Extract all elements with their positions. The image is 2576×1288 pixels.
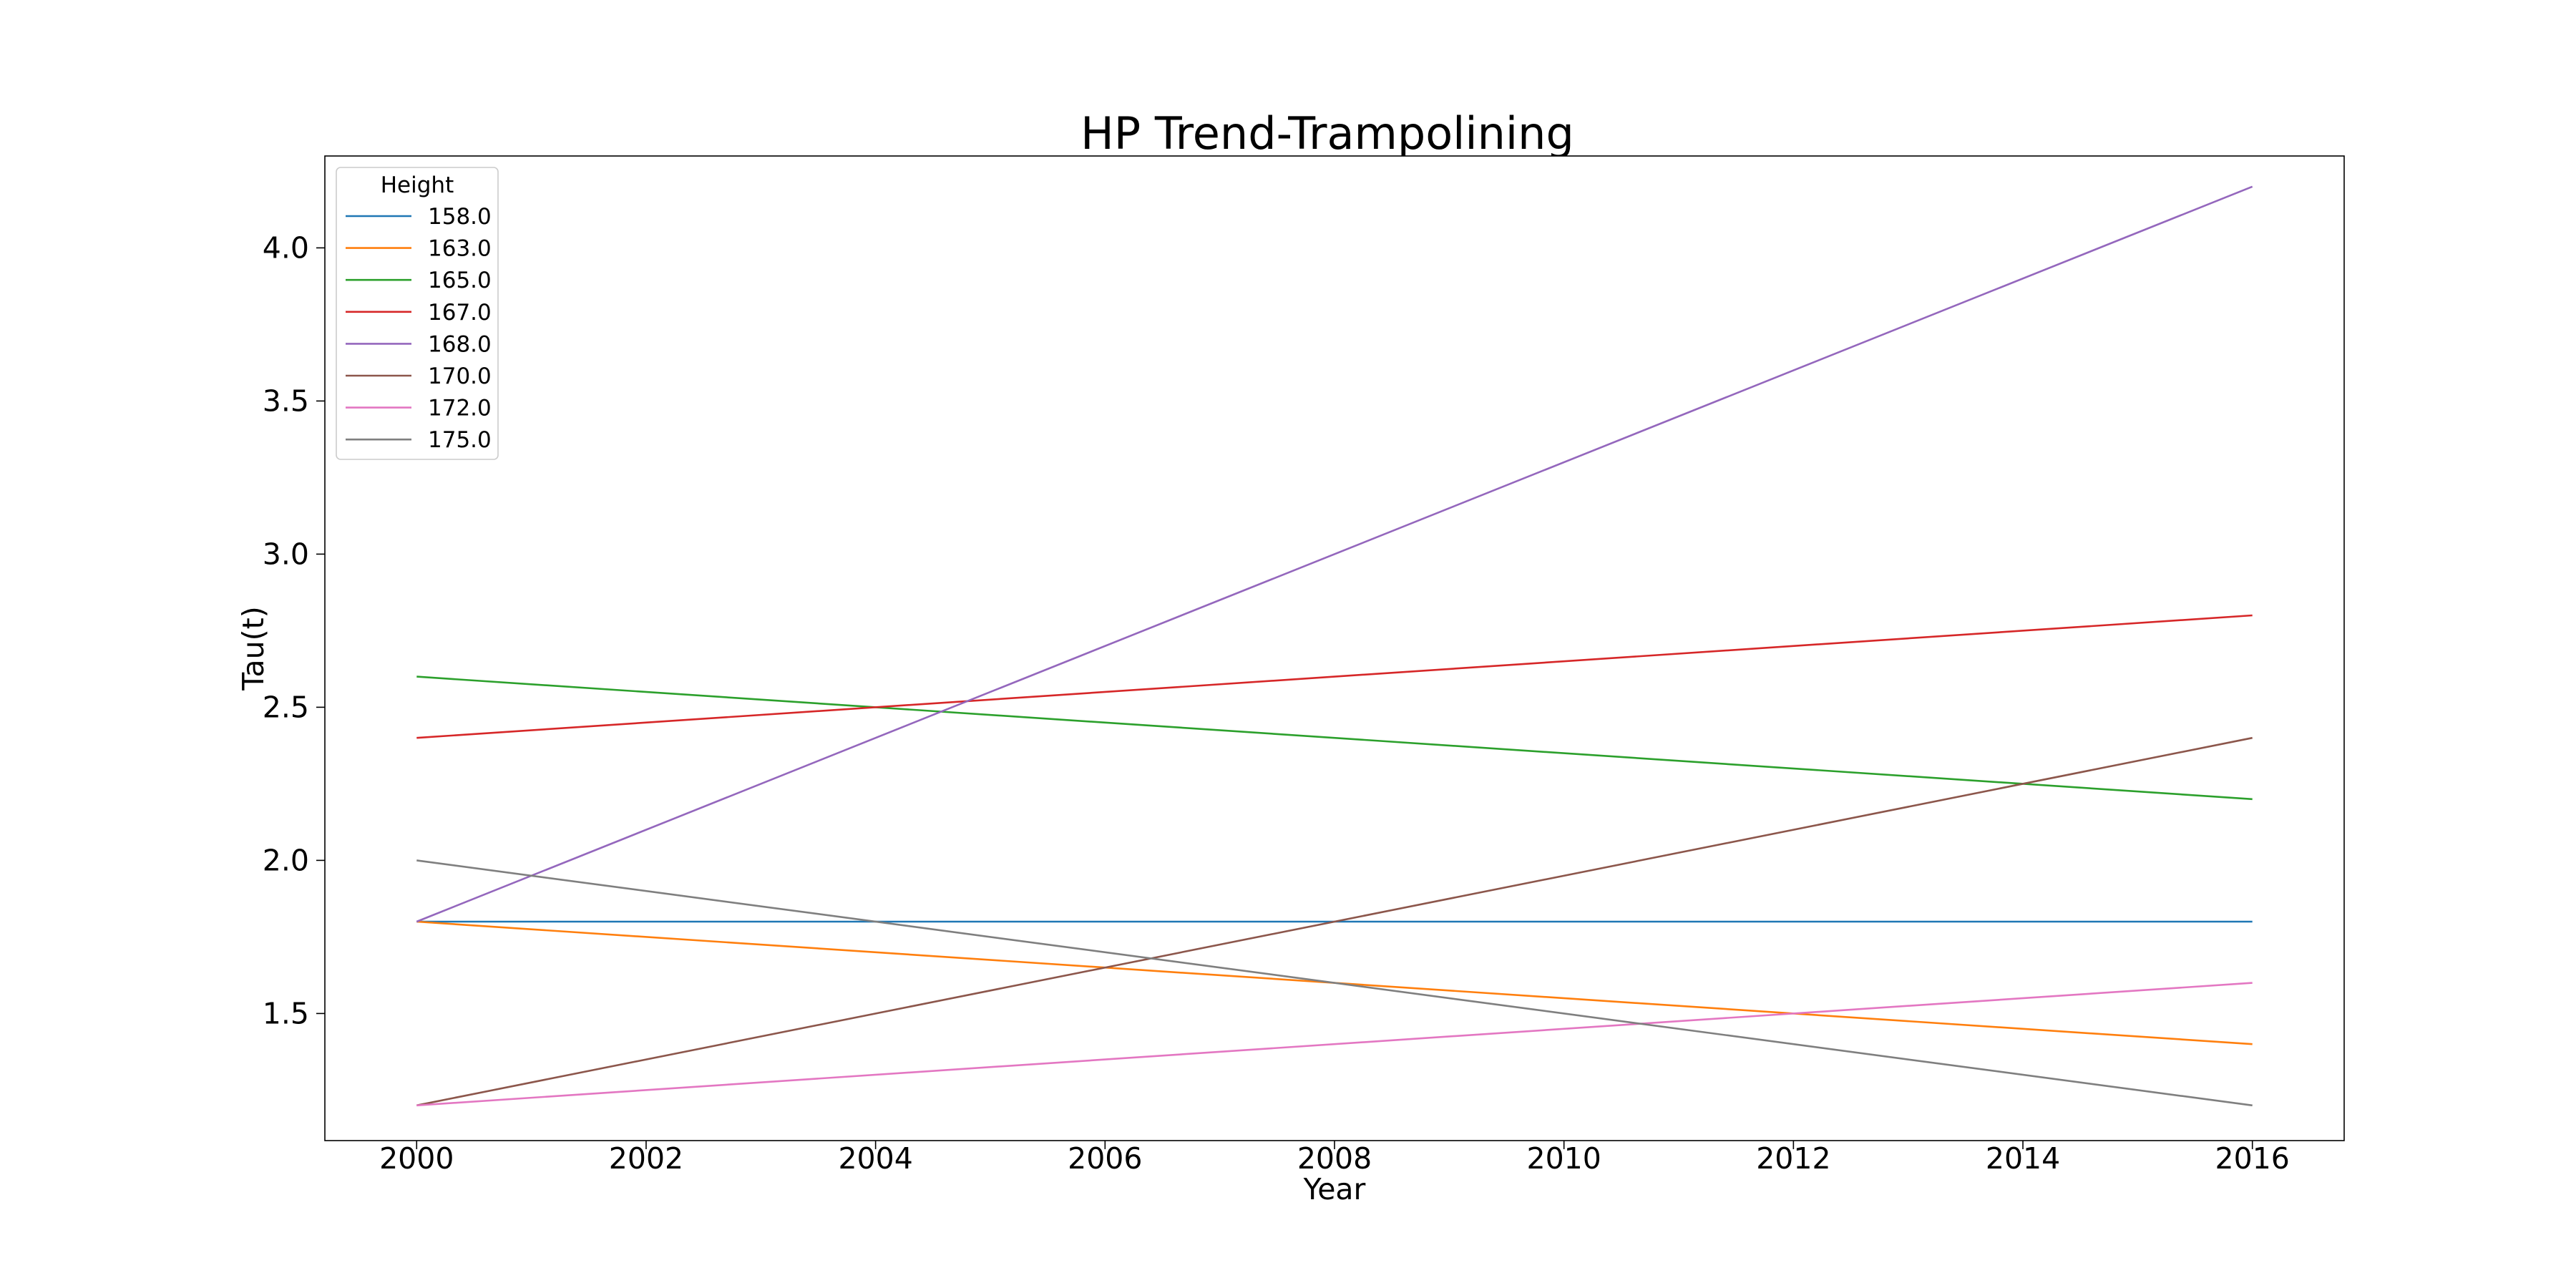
x-tick-label: 2010 (1527, 1141, 1601, 1176)
x-tick-label: 2006 (1068, 1141, 1142, 1176)
x-tick-label: 2014 (1986, 1141, 2060, 1176)
series-line-167-0 (416, 614, 2253, 739)
legend-entries: 158.0 163.0 165.0 167.0 168.0 170.0 172.0 175.0 (346, 204, 492, 453)
legend-label: 170.0 (428, 364, 492, 389)
series-line-170-0 (416, 736, 2253, 1107)
x-tick-label: 2016 (2215, 1141, 2290, 1176)
y-tick-label: 1.5 (263, 996, 309, 1030)
x-tick-label: 2008 (1297, 1141, 1372, 1176)
legend-label: 168.0 (428, 331, 492, 357)
series-line-168-0 (416, 185, 2253, 923)
legend-label: 172.0 (428, 396, 492, 421)
plot-area (325, 156, 2344, 1141)
series-line-165-0 (416, 675, 2253, 801)
y-tick-label: 3.5 (263, 384, 309, 418)
series-layer (416, 185, 2253, 1107)
legend-label: 158.0 (428, 204, 492, 230)
y-axis-label: Tau(t) (236, 606, 270, 691)
chart-title: HP Trend-Trampolining (1080, 107, 1574, 160)
y-tick-label: 4.0 (263, 230, 309, 265)
x-tick-label: 2012 (1756, 1141, 1830, 1176)
y-tick-label: 2.0 (263, 843, 309, 877)
legend: Height 158.0 163.0 165.0 167.0 168.0 170.0 172… (336, 167, 499, 460)
x-tick-label: 2000 (379, 1141, 454, 1176)
legend-title: Height (381, 172, 454, 198)
y-axis: 1.5 2.0 2.5 3.0 3.5 4.0 (263, 230, 325, 1030)
legend-box (336, 167, 499, 460)
x-axis-label: Year (1303, 1172, 1366, 1206)
x-axis: 2000 2002 2004 2006 2008 2010 2012 2014 2016 (379, 1141, 2290, 1176)
y-tick-label: 3.0 (263, 537, 309, 571)
legend-label: 165.0 (428, 268, 492, 293)
y-tick-label: 2.5 (263, 690, 309, 724)
series-line-172-0 (416, 982, 2253, 1107)
legend-label: 175.0 (428, 427, 492, 453)
x-tick-label: 2002 (609, 1141, 683, 1176)
legend-label: 163.0 (428, 236, 492, 262)
legend-label: 167.0 (428, 300, 492, 326)
series-line-175-0 (416, 859, 2253, 1107)
x-tick-label: 2004 (838, 1141, 912, 1176)
